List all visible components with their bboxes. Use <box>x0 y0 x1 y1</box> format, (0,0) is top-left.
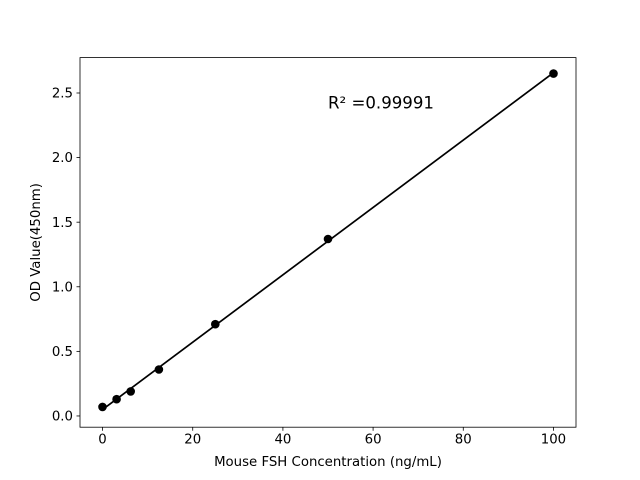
y-tick-label: 2.5 <box>52 87 73 102</box>
y-tick-label: 2.0 <box>52 151 73 166</box>
data-point <box>154 365 164 374</box>
y-tick-label: 0.0 <box>52 410 73 425</box>
x-tick-label: 40 <box>274 433 291 448</box>
x-tick-label: 0 <box>98 433 106 448</box>
x-tick-label: 60 <box>365 433 382 448</box>
y-axis-label: OD Value(450nm) <box>29 183 44 302</box>
x-tick-label: 20 <box>184 433 201 448</box>
r-squared-annotation: R² =0.99991 <box>328 93 434 112</box>
y-tick-label: 0.5 <box>52 345 73 360</box>
data-point <box>323 234 333 244</box>
plot-border <box>79 57 577 428</box>
y-tick-label: 1.5 <box>52 216 73 231</box>
linear-fit-line <box>101 72 555 411</box>
x-axis-label: Mouse FSH Concentration (ng/mL) <box>214 455 442 470</box>
x-tick-label: 80 <box>455 433 472 448</box>
x-tick-label: 100 <box>541 433 566 448</box>
y-tick-label: 1.0 <box>52 280 73 295</box>
